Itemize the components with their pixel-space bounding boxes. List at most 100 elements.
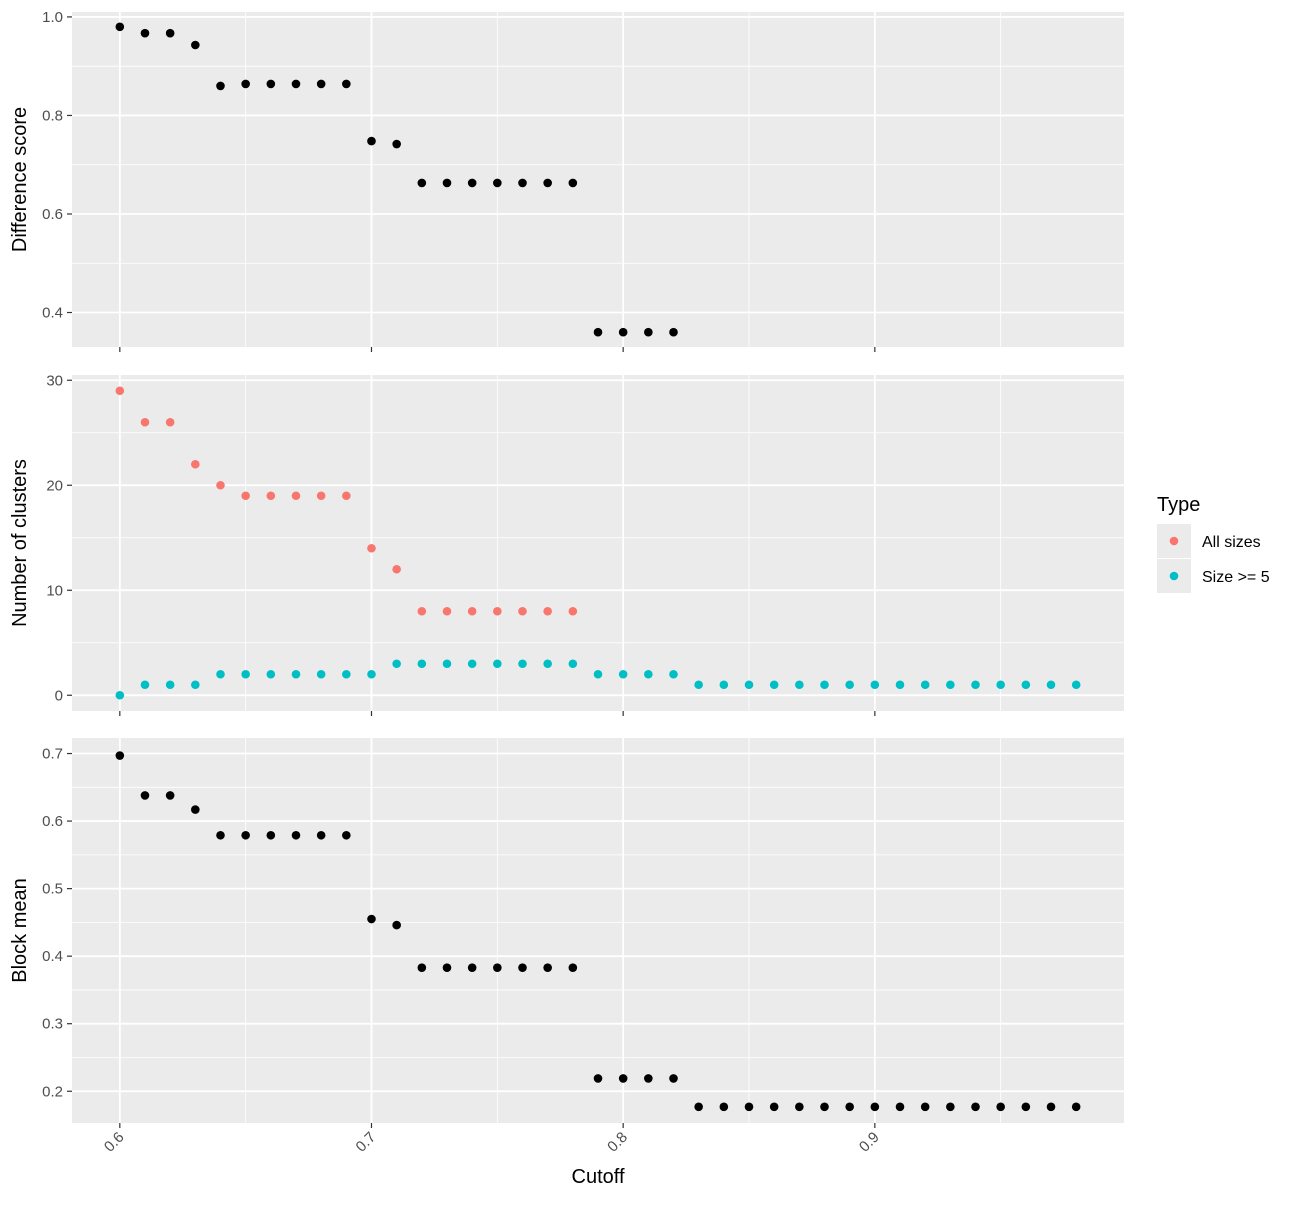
series-1 [115, 751, 1081, 1112]
legend-entry-label: Size >= 5 [1202, 569, 1270, 586]
data-point [744, 680, 754, 690]
y-tick-label: 0.4 [42, 305, 63, 322]
data-point [669, 1074, 678, 1083]
data-point [241, 491, 250, 501]
y-axis-title: Block mean [9, 878, 31, 983]
data-point [795, 1102, 804, 1112]
data-point [518, 606, 527, 616]
legend-title: Type [1157, 494, 1200, 516]
data-point [845, 680, 854, 690]
data-point [392, 659, 401, 669]
data-point [593, 669, 603, 679]
data-point [493, 178, 502, 188]
data-point [946, 1102, 955, 1112]
data-point [543, 606, 552, 616]
data-point [115, 751, 125, 760]
y-tick-label: 30 [46, 372, 63, 389]
data-point [1046, 680, 1056, 690]
data-point [417, 963, 427, 972]
data-point [191, 680, 200, 690]
data-point [1046, 1102, 1056, 1112]
data-point [518, 963, 527, 972]
data-point [493, 963, 502, 972]
data-point [845, 1102, 854, 1112]
data-point [870, 1102, 880, 1112]
data-point [895, 1102, 905, 1112]
data-point [568, 606, 578, 616]
data-point [291, 669, 301, 679]
y-tick-label: 0.3 [42, 1016, 63, 1033]
data-point [1071, 1102, 1081, 1112]
panel-1: 0.4 0.6 0.8 1.0 Difference score [9, 9, 1124, 352]
data-point [920, 1102, 930, 1112]
data-point [367, 543, 376, 553]
data-point [216, 830, 225, 840]
data-point [316, 830, 326, 840]
data-point [216, 669, 225, 679]
data-point [1071, 680, 1081, 690]
data-point [191, 40, 200, 50]
data-point [140, 417, 150, 427]
data-point [1021, 1102, 1031, 1112]
data-point [316, 79, 326, 89]
data-point [140, 791, 150, 800]
data-point [191, 805, 200, 814]
data-point [543, 659, 552, 669]
data-point [946, 680, 955, 690]
data-point [467, 178, 477, 188]
data-point [342, 830, 351, 840]
data-point [266, 79, 276, 89]
data-point [1021, 680, 1031, 690]
data-point [644, 1074, 653, 1083]
data-point [241, 830, 250, 840]
legend-swatch [1169, 536, 1179, 546]
data-point [367, 914, 376, 924]
y-axis-title: Number of clusters [9, 459, 31, 627]
y-tick-label: 0.5 [42, 881, 63, 898]
data-point [618, 327, 628, 337]
data-point [216, 81, 225, 91]
data-point [593, 1074, 603, 1083]
data-point [543, 178, 552, 188]
data-point [694, 680, 703, 690]
y-tick-label: 1.0 [42, 9, 63, 26]
data-point [820, 680, 829, 690]
y-tick-label: 0.8 [42, 107, 63, 124]
data-point [669, 327, 678, 337]
data-point [291, 830, 301, 840]
series-1 [115, 22, 678, 337]
panel-background [72, 375, 1124, 711]
data-point [568, 178, 578, 188]
data-point [342, 79, 351, 89]
data-point [115, 386, 125, 396]
data-point [618, 1074, 628, 1083]
data-point [518, 178, 527, 188]
data-point [442, 606, 452, 616]
data-point [618, 669, 628, 679]
data-point [795, 680, 804, 690]
data-point [392, 920, 401, 930]
data-point [694, 1102, 703, 1112]
y-tick-label: 0.4 [42, 948, 63, 965]
data-point [392, 564, 401, 574]
data-point [241, 669, 250, 679]
y-tick-label: 0.2 [42, 1083, 63, 1100]
y-tick-label: 0.6 [42, 206, 63, 223]
x-tick-label: 0.8 [604, 1129, 631, 1156]
data-point [971, 1102, 980, 1112]
data-point [191, 459, 200, 469]
data-point [140, 680, 150, 690]
data-point [996, 1102, 1005, 1112]
data-point [266, 491, 276, 501]
data-point [291, 491, 301, 501]
data-point [820, 1102, 829, 1112]
data-point [769, 1102, 779, 1112]
data-point [417, 659, 427, 669]
data-point [367, 136, 376, 146]
data-point [493, 659, 502, 669]
legend: Type All sizes Size >= 5 [1157, 494, 1270, 593]
data-point [291, 79, 301, 89]
data-point [644, 669, 653, 679]
data-point [644, 327, 653, 337]
